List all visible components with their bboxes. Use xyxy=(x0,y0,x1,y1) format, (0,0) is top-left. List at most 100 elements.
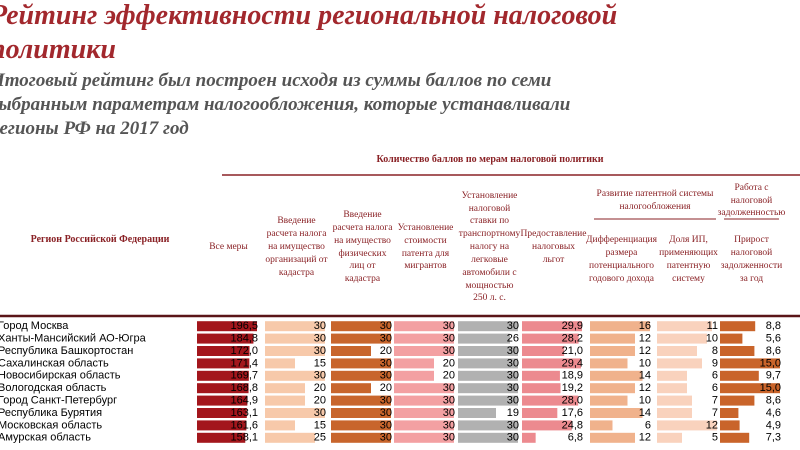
bar xyxy=(197,346,250,356)
cell-value: 30 xyxy=(380,333,392,345)
bar xyxy=(394,383,454,394)
cell-value: 30 xyxy=(443,320,455,332)
bar xyxy=(394,420,454,431)
title: Рейтинг эффективности региональной налог… xyxy=(0,0,618,31)
bar xyxy=(265,333,325,344)
cell-value: 26 xyxy=(507,333,519,345)
subtitle: выбранным параметрам налогообложения, ко… xyxy=(0,94,571,115)
group-header: Работа с налоговой задолженностью xyxy=(717,182,786,219)
cell-value: 6 xyxy=(645,419,651,431)
bar xyxy=(394,346,454,356)
cell-value: 196,5 xyxy=(230,320,258,332)
cell-value: 15 xyxy=(314,419,326,431)
column-header: Доля ИП, применяющих патентную систему xyxy=(659,235,718,284)
cell-value: 6,8 xyxy=(568,432,583,444)
cell-value: 7 xyxy=(712,395,718,407)
cell-value: 30 xyxy=(507,382,519,394)
bar xyxy=(458,370,518,381)
cell-value: 30 xyxy=(380,407,392,419)
cell-value: 9,7 xyxy=(766,370,781,382)
bar xyxy=(720,333,743,344)
bar xyxy=(197,408,247,418)
bar xyxy=(720,432,750,443)
bar xyxy=(265,432,315,443)
region: Город Санкт-Петербург xyxy=(0,395,117,407)
column-header: Установление налоговой ставки по транспо… xyxy=(458,190,521,304)
bar xyxy=(458,346,518,356)
cell-value: 164,9 xyxy=(230,395,258,407)
bar xyxy=(458,333,510,344)
bar xyxy=(720,383,780,394)
cell-value: 4,9 xyxy=(766,419,781,431)
column-header: Дифференциация размера потенциального го… xyxy=(586,235,658,284)
group-header: Количество баллов по мерам налоговой пол… xyxy=(376,154,604,166)
cell-value: 30 xyxy=(443,407,455,419)
bar xyxy=(331,408,391,418)
bar xyxy=(720,321,756,332)
bar xyxy=(458,408,496,418)
bar xyxy=(590,333,635,344)
cell-value: 172,0 xyxy=(230,345,258,357)
bar xyxy=(331,432,391,443)
cell-value: 30 xyxy=(443,382,455,394)
cell-value: 30 xyxy=(443,419,455,431)
cell-value: 19,2 xyxy=(562,382,583,394)
bar xyxy=(720,408,739,418)
bar xyxy=(394,358,434,369)
cell-value: 7,3 xyxy=(766,432,781,444)
cell-value: 20 xyxy=(380,382,392,394)
cell-value: 20 xyxy=(443,357,455,369)
bar xyxy=(657,333,707,344)
cell-value: 10 xyxy=(639,395,651,407)
region: Республика Башкортостан xyxy=(0,345,133,357)
bar xyxy=(458,321,518,332)
bar xyxy=(331,321,391,332)
cell-value: 30 xyxy=(314,333,326,345)
cell-value: 15,0 xyxy=(760,382,781,394)
cell-value: 30 xyxy=(380,432,392,444)
bar xyxy=(331,370,391,381)
column-header: Введение расчета налога на имущество орг… xyxy=(265,216,328,278)
bar xyxy=(197,383,249,394)
bar xyxy=(458,358,518,369)
bar xyxy=(331,358,391,369)
cell-value: 8,6 xyxy=(766,395,781,407)
cell-value: 168,8 xyxy=(230,382,258,394)
bar xyxy=(720,420,740,431)
region: Сахалинская область xyxy=(0,357,109,369)
region-header: Регион Российской Федерации xyxy=(30,234,170,246)
bar xyxy=(197,370,249,381)
bar xyxy=(657,432,682,443)
cell-value: 20 xyxy=(314,382,326,394)
bar xyxy=(394,432,454,443)
column-header: Предоставление налоговых льгот xyxy=(520,229,587,265)
bar xyxy=(590,370,643,381)
cell-value: 10 xyxy=(706,333,718,345)
cell-value: 8 xyxy=(712,345,718,357)
bar xyxy=(197,333,254,344)
cell-value: 6 xyxy=(712,370,718,382)
subtitle: Итоговый рейтинг был построен исходя из … xyxy=(0,70,552,91)
bar xyxy=(522,432,536,443)
bar xyxy=(265,321,325,332)
cell-value: 18,9 xyxy=(562,370,583,382)
bar xyxy=(657,395,692,406)
cell-value: 16 xyxy=(639,320,651,332)
subtitle: регионы РФ на 2017 год xyxy=(0,118,189,139)
bar xyxy=(657,346,697,356)
bar xyxy=(265,358,295,369)
bar xyxy=(590,346,635,356)
cell-value: 20 xyxy=(443,370,455,382)
cell-value: 30 xyxy=(507,357,519,369)
cell-value: 30 xyxy=(314,407,326,419)
cell-value: 15 xyxy=(314,357,326,369)
bar xyxy=(394,370,434,381)
bar xyxy=(331,383,371,394)
cell-value: 11 xyxy=(707,320,718,332)
cell-value: 30 xyxy=(443,395,455,407)
bar xyxy=(522,370,560,381)
bar xyxy=(265,346,325,356)
bar xyxy=(522,408,558,418)
bar xyxy=(657,420,717,431)
